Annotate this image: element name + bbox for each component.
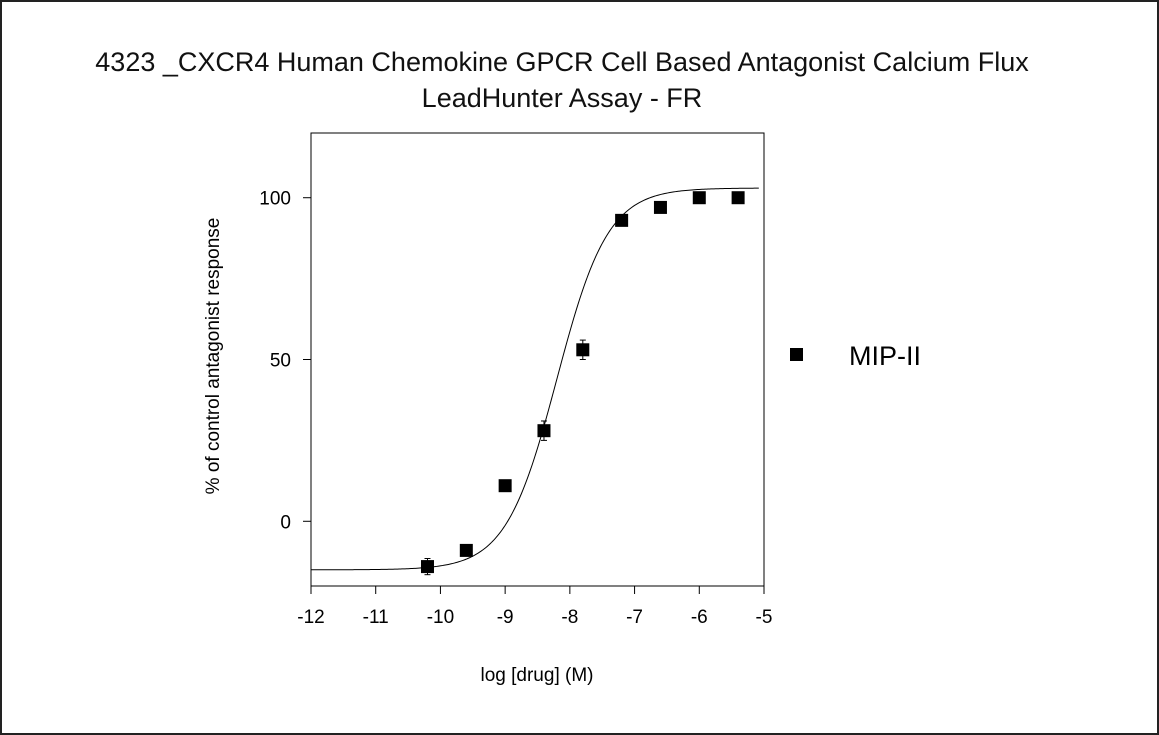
data-point — [731, 191, 745, 205]
x-tick-label: -9 — [497, 607, 514, 628]
data-points — [420, 191, 745, 576]
y-tick-label: 100 — [259, 189, 291, 210]
y-tick-label: 0 — [280, 512, 291, 533]
data-point — [498, 479, 512, 493]
data-point — [576, 343, 590, 357]
y-axis: 0 50 100 — [259, 189, 311, 533]
data-point — [615, 213, 629, 227]
y-axis-label: % of control antagonist response — [203, 218, 224, 495]
x-tick-label: -10 — [427, 607, 454, 628]
legend-marker — [790, 348, 803, 361]
x-tick-label: -5 — [756, 607, 773, 628]
legend: MIP-II — [790, 341, 921, 371]
data-point — [692, 191, 706, 205]
data-point — [459, 543, 473, 557]
y-tick-label: 50 — [270, 351, 291, 372]
x-axis-label: log [drug] (M) — [481, 665, 594, 686]
fit-curve — [310, 187, 759, 571]
x-tick-label: -12 — [297, 607, 324, 628]
chart-title-line-2: LeadHunter Assay - FR — [421, 83, 703, 113]
chart-title-line-1: 4323 _CXCR4 Human Chemokine GPCR Cell Ba… — [95, 47, 1029, 77]
x-axis: -12 -11 -10 -9 -8 -7 -6 -5 — [297, 586, 772, 628]
chart-title: 4323 _CXCR4 Human Chemokine GPCR Cell Ba… — [0, 44, 1124, 116]
legend-label: MIP-II — [849, 341, 921, 371]
data-point — [420, 560, 434, 574]
data-point — [537, 424, 551, 438]
x-tick-label: -7 — [626, 607, 643, 628]
data-point — [653, 200, 667, 214]
x-tick-label: -8 — [561, 607, 578, 628]
x-tick-label: -11 — [363, 607, 389, 628]
x-tick-label: -6 — [691, 607, 708, 628]
